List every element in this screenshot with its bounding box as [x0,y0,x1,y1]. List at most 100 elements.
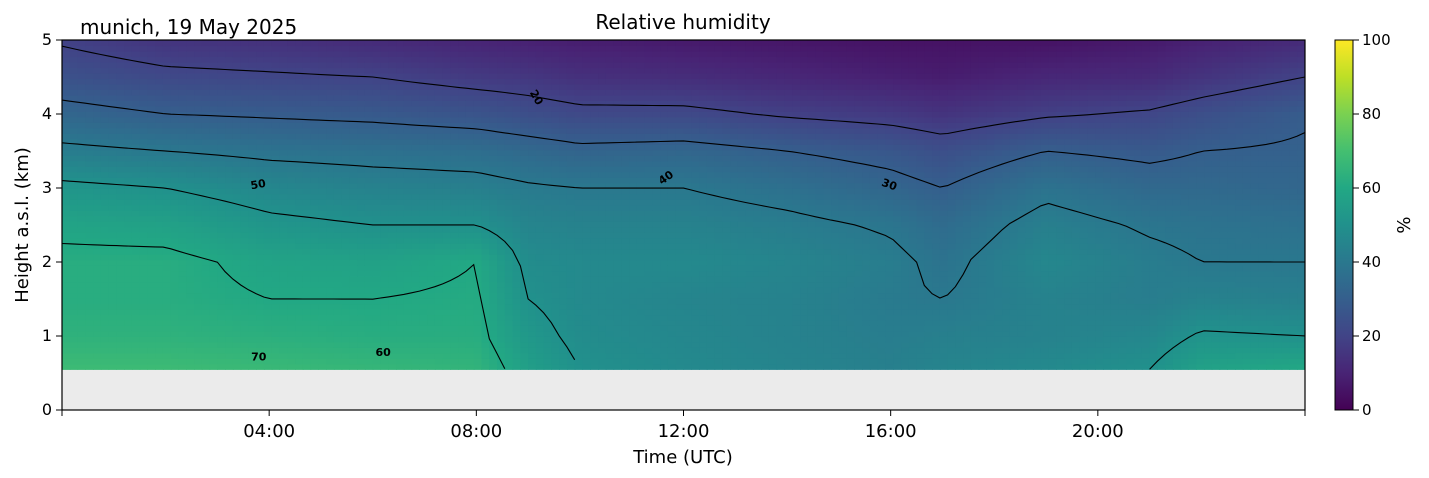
field-cell [209,133,218,140]
field-cell [652,221,661,228]
field-cell [380,341,389,348]
field-cell [93,171,102,178]
field-cell [403,352,413,359]
field-cell [116,182,125,189]
field-cell [520,330,529,337]
field-cell [699,67,708,74]
field-cell [691,270,700,277]
field-cell [349,100,358,107]
field-cell [403,138,413,145]
field-cell [504,347,514,354]
field-cell [279,160,288,167]
field-cell [590,314,599,321]
field-cell [582,325,591,332]
field-cell [559,133,568,140]
field-cell [512,226,521,233]
field-cell [489,276,498,283]
field-cell [380,330,389,337]
field-cell [512,94,521,101]
field-cell [248,352,257,359]
field-cell [139,67,149,74]
field-cell [528,111,537,118]
field-cell [225,56,234,63]
field-cell [225,204,234,211]
field-cell [559,171,568,178]
field-cell [100,111,110,118]
field-cell [636,210,646,217]
field-cell [528,363,537,370]
field-cell [543,105,553,112]
field-cell [124,204,133,211]
field-cell [396,127,405,134]
field-cell [489,347,498,354]
field-cell [364,40,374,47]
field-cell [217,254,226,261]
field-cell [396,45,405,52]
field-cell [178,199,187,206]
field-cell [232,78,242,85]
field-cell [295,352,304,359]
field-cell [147,105,156,112]
field-cell [520,226,529,233]
field-cell [357,100,366,107]
field-cell [691,100,700,107]
field-cell [403,358,413,365]
field-cell [450,89,459,96]
field-cell [473,45,483,52]
field-cell [100,303,110,310]
field-cell [162,171,172,178]
field-cell [528,243,537,250]
field-cell [248,325,257,332]
field-cell [77,281,86,288]
field-cell [209,292,218,299]
field-cell [217,314,226,321]
field-cell [62,116,71,123]
field-cell [582,221,591,228]
field-cell [93,45,102,52]
field-cell [636,188,646,195]
field-cell [263,171,273,178]
field-cell [636,308,646,316]
field-cell [621,144,630,151]
field-cell [699,89,708,96]
field-cell [349,292,358,299]
field-cell [660,166,669,173]
field-cell [295,100,304,107]
field-cell [349,94,358,101]
field-cell [605,259,615,266]
field-cell [489,254,498,261]
field-cell [396,204,405,211]
field-cell [209,83,218,90]
field-cell [675,94,685,101]
field-cell [621,319,630,326]
field-cell [124,226,133,233]
field-cell [512,237,521,244]
field-cell [590,237,599,244]
field-cell [465,281,475,288]
field-cell [364,254,374,261]
field-cell [559,325,568,332]
field-cell [528,308,537,316]
field-cell [217,50,226,58]
field-cell [427,182,436,189]
field-cell [520,347,529,354]
field-cell [124,155,133,162]
field-cell [574,276,584,283]
field-cell [349,56,358,63]
field-cell [598,254,607,261]
field-cell [116,232,125,239]
field-cell [116,325,125,332]
field-cell [520,232,529,239]
field-cell [528,347,537,354]
field-cell [302,133,312,140]
field-cell [124,111,133,118]
field-cell [131,265,141,272]
field-cell [566,89,576,96]
field-cell [139,254,149,261]
field-cell [559,182,568,189]
field-cell [302,144,312,151]
field-cell [139,188,149,195]
field-cell [590,89,599,96]
field-cell [131,358,141,365]
field-cell [162,100,172,107]
